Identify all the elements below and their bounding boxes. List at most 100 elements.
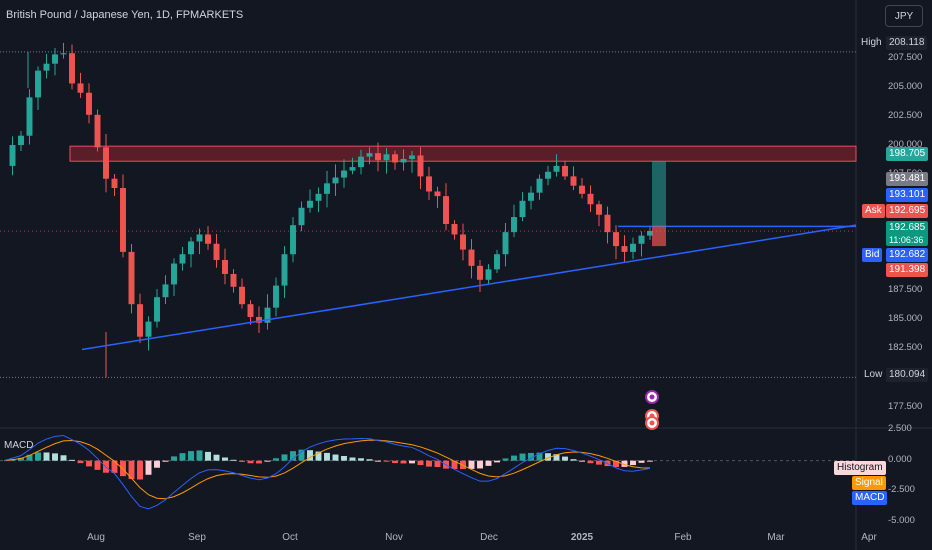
- macd-histogram-bar: [349, 457, 356, 461]
- macd-histogram-bar: [43, 452, 50, 461]
- candle-body: [468, 249, 475, 266]
- target-price-tag: 198.705: [886, 147, 929, 161]
- macd-histogram-bar: [451, 460, 458, 469]
- macd-histogram-bar: [145, 460, 152, 475]
- macd-histogram-bar: [128, 460, 135, 480]
- macd-histogram-bar: [638, 460, 645, 463]
- candle-body: [230, 273, 237, 287]
- candle-body: [409, 155, 415, 159]
- macd-histogram-bar: [86, 460, 92, 467]
- candle-body: [426, 176, 432, 192]
- candle-body: [511, 217, 517, 233]
- bid-price-tag: 192.682: [886, 248, 929, 262]
- signal-legend-tag: Signal: [852, 476, 886, 490]
- candle-body: [375, 153, 381, 161]
- price-axis-tick: 177.500: [888, 400, 923, 412]
- time-axis-label: Apr: [861, 532, 877, 543]
- time-axis-label: Sep: [188, 532, 206, 543]
- candle-body: [443, 196, 449, 225]
- macd-histogram-bar: [570, 459, 577, 461]
- candle-body: [621, 246, 628, 252]
- entry-price-tag: 193.101: [886, 188, 929, 202]
- candle-body: [451, 224, 458, 235]
- currency-button[interactable]: JPY: [885, 5, 923, 27]
- macd-histogram-bar: [154, 460, 160, 468]
- trading-idea-icon[interactable]: [645, 390, 659, 404]
- candle-body: [9, 145, 16, 166]
- last-price-tag: 192.685 11:06:36: [886, 221, 929, 246]
- grey-price-tag: 193.481: [886, 172, 929, 186]
- profit-zone: [652, 161, 666, 227]
- price-axis-tick: 182.500: [888, 342, 923, 354]
- candle-body: [145, 321, 152, 337]
- candle-body: [553, 165, 560, 172]
- candle-body: [485, 269, 492, 280]
- candle-body: [400, 158, 407, 163]
- macd-histogram-bar: [502, 458, 509, 461]
- high-label-tag: High: [858, 36, 885, 50]
- macd-histogram-bar: [485, 460, 492, 466]
- candle-body: [69, 53, 75, 84]
- histogram-legend-tag: Histogram: [834, 461, 886, 475]
- candle-body: [307, 200, 313, 208]
- candle-body: [494, 254, 500, 270]
- macd-legend-tag: MACD: [852, 491, 888, 505]
- candle-body: [94, 114, 101, 148]
- candle-body: [43, 63, 50, 71]
- time-axis-label: Dec: [480, 532, 498, 543]
- macd-histogram-bar: [162, 460, 169, 462]
- alert-icon[interactable]: [645, 416, 659, 430]
- symbol-title: British Pound / Japanese Yen, 1D, FPMARK…: [6, 9, 244, 21]
- macd-histogram-bar: [171, 456, 177, 461]
- macd-histogram-bar: [613, 460, 619, 468]
- macd-histogram-bar: [434, 460, 441, 467]
- macd-histogram-bar: [213, 454, 220, 461]
- candle-body: [579, 185, 585, 194]
- macd-histogram-bar: [26, 454, 33, 461]
- time-axis-label: Nov: [385, 532, 403, 543]
- candle-body: [120, 188, 126, 252]
- candle-body: [137, 304, 143, 337]
- stop-zone: [652, 226, 666, 247]
- macd-histogram-bar: [366, 459, 373, 461]
- macd-indicator-label[interactable]: MACD: [4, 440, 34, 451]
- candle-body: [392, 154, 398, 163]
- macd-histogram-bar: [315, 451, 322, 461]
- macd-axis-tick: 2.500: [888, 423, 912, 434]
- candle-body: [273, 285, 279, 308]
- macd-histogram-bar: [553, 454, 560, 461]
- candle-body: [256, 316, 262, 323]
- macd-histogram-bar: [392, 460, 398, 464]
- macd-histogram-bar: [18, 457, 24, 461]
- candle-body: [587, 193, 594, 205]
- candle-body: [460, 234, 466, 250]
- candle-body: [536, 178, 543, 193]
- bar-countdown: 11:06:36: [889, 235, 924, 245]
- macd-histogram-bar: [239, 460, 245, 462]
- macd-histogram-bar: [511, 455, 517, 461]
- candle-body: [604, 214, 611, 233]
- high-value-tag: 208.118: [886, 36, 928, 50]
- bid-label-tag: Bid: [862, 248, 883, 262]
- candle-body: [52, 54, 58, 64]
- candle-body: [179, 254, 186, 264]
- macd-histogram-bar: [205, 451, 211, 461]
- candle-body: [341, 170, 347, 178]
- candle-body: [477, 265, 483, 280]
- price-axis-tick: 202.500: [888, 110, 923, 122]
- candle-body: [86, 92, 92, 115]
- candle-body: [596, 204, 602, 215]
- candle-body: [26, 97, 33, 136]
- macd-histogram-bar: [324, 452, 330, 461]
- macd-histogram-bar: [630, 460, 636, 466]
- candle-body: [103, 147, 109, 179]
- candle-body: [18, 135, 24, 146]
- macd-histogram-bar: [587, 460, 594, 464]
- candle-body: [290, 225, 296, 255]
- low-value-tag: 180.094: [886, 368, 929, 382]
- candle-body: [630, 243, 636, 252]
- time-axis-label: 2025: [570, 532, 594, 543]
- macd-histogram-bar: [52, 453, 58, 461]
